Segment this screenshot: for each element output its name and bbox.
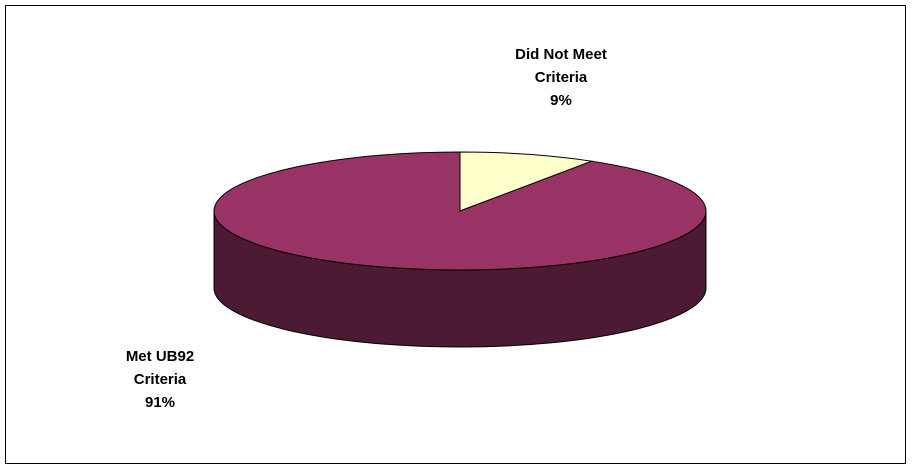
slice-label-line: Criteria: [133, 371, 187, 388]
slice-label-did-not-meet: Did Not Meet Criteria 9%: [486, 43, 636, 112]
slice-top-0: [459, 151, 594, 212]
slice-label-line: Did Not Meet: [515, 46, 607, 63]
slice-percent-label: 9%: [550, 92, 572, 109]
slice-percent-label: 91%: [144, 394, 176, 411]
slice-top-1: [213, 151, 707, 271]
slice-label-line: Criteria: [534, 69, 588, 86]
slice-label-met-ub92: Met UB92 Criteria 91%: [95, 345, 225, 414]
slice-label-line: Met UB92: [125, 348, 195, 365]
